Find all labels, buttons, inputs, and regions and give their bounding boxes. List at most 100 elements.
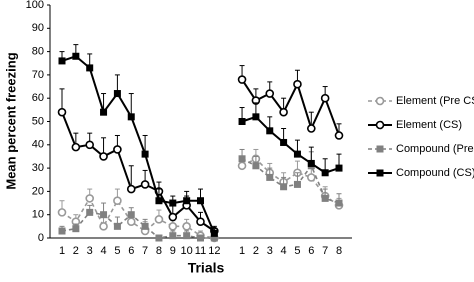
y-tick-label: 30 [32, 162, 44, 174]
data-point [113, 145, 122, 154]
y-tick-label: 70 [32, 69, 44, 81]
data-point [280, 138, 288, 146]
x-tick-label: 8 [156, 245, 162, 257]
y-tick-label: 40 [32, 139, 44, 151]
legend-marker [375, 96, 385, 106]
data-point [155, 197, 163, 205]
data-point [113, 196, 122, 206]
data-point [71, 142, 81, 152]
legend-marker [376, 145, 384, 153]
data-point [57, 208, 67, 217]
x-tick-label: 1 [239, 245, 245, 257]
data-point [169, 232, 177, 240]
data-point [113, 222, 121, 230]
data-point [335, 199, 343, 207]
x-tick-label: 7 [322, 245, 328, 257]
data-point [85, 140, 94, 150]
data-point [155, 234, 163, 242]
x-tick-label: 6 [308, 245, 314, 257]
x-tick-label: 6 [128, 245, 134, 257]
data-point [266, 127, 274, 135]
data-point [140, 180, 150, 189]
data-point [126, 217, 136, 226]
x-tick-label: 4 [281, 245, 287, 257]
data-point [334, 131, 344, 140]
x-tick-label: 2 [253, 245, 259, 257]
data-point [307, 159, 315, 167]
data-point [113, 90, 121, 98]
legend-marker [376, 169, 384, 177]
x-tick-label: 8 [336, 245, 342, 257]
data-point [293, 150, 301, 158]
y-tick-label: 60 [32, 92, 44, 104]
data-point [72, 52, 80, 60]
data-point [141, 150, 149, 158]
data-point [182, 222, 191, 231]
data-point [210, 234, 218, 242]
x-tick-label: 5 [114, 245, 120, 257]
legend-label: Compound (CS) [396, 167, 474, 179]
x-tick-label: 3 [267, 245, 273, 257]
data-point [99, 152, 108, 161]
x-tick-label: 4 [100, 245, 106, 257]
data-point [168, 222, 178, 231]
data-point [169, 199, 177, 207]
x-tick-label: 1 [59, 245, 65, 257]
y-tick-label: 0 [38, 232, 44, 244]
data-point [154, 215, 164, 224]
data-point [279, 107, 288, 117]
data-point [127, 211, 135, 219]
x-tick-label: 9 [170, 245, 176, 257]
data-point [237, 161, 247, 171]
data-point [58, 227, 66, 235]
data-point [252, 113, 260, 121]
x-tick-label: 3 [87, 245, 93, 257]
legend-marker [375, 120, 385, 130]
y-tick-label: 20 [32, 185, 44, 197]
x-tick-label: 12 [208, 245, 220, 257]
x-tick-label: 10 [181, 245, 193, 257]
data-point [197, 234, 204, 242]
y-axis-label: Mean percent freezing [3, 52, 18, 189]
data-point [293, 180, 301, 188]
x-tick-label: 11 [195, 245, 206, 257]
data-point [306, 124, 316, 133]
data-point [86, 64, 94, 72]
data-point [238, 155, 246, 163]
x-tick-label: 7 [142, 245, 148, 257]
legend-label: Element (Pre CS) [396, 95, 474, 107]
data-point [237, 75, 247, 84]
data-point [280, 183, 288, 191]
data-point [238, 118, 246, 125]
data-point [196, 217, 205, 226]
data-point [86, 208, 94, 216]
data-point [58, 57, 66, 65]
data-point [100, 108, 108, 116]
data-point [141, 222, 149, 230]
data-point [183, 232, 191, 240]
data-point [57, 107, 67, 117]
data-point [126, 184, 136, 194]
data-point [321, 194, 329, 202]
y-tick-label: 100 [26, 0, 44, 11]
data-point [72, 225, 80, 233]
legend-label: Element (CS) [396, 119, 462, 131]
x-tick-label: 2 [73, 245, 79, 257]
data-point [266, 173, 274, 181]
y-tick-label: 10 [32, 209, 44, 221]
data-point [127, 113, 135, 121]
y-tick-label: 50 [32, 115, 44, 127]
data-point [265, 89, 275, 98]
y-tick-label: 90 [32, 22, 44, 34]
data-point [210, 229, 218, 237]
data-point [99, 222, 108, 231]
data-point [100, 211, 108, 219]
data-point [197, 197, 204, 205]
legend-label: Compound (Pre CS) [396, 143, 474, 155]
data-point [306, 173, 316, 182]
data-point [320, 93, 330, 103]
x-tick-label: 5 [294, 245, 300, 257]
data-point [168, 212, 178, 222]
data-point [321, 169, 329, 177]
